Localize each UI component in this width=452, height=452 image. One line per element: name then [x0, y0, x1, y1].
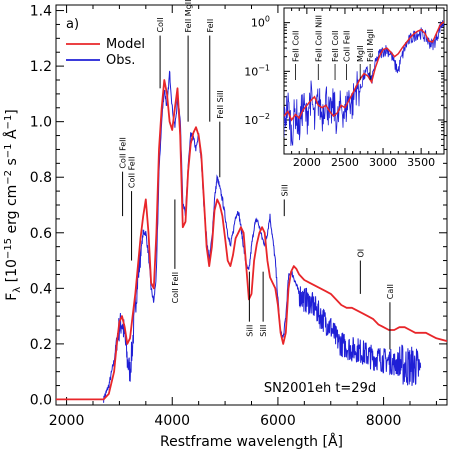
- line-id-label: CoII FeII: [128, 157, 137, 189]
- line-id-label: SiII: [280, 184, 289, 196]
- x-tick-label: 4000: [154, 413, 190, 429]
- obs-series-line: [103, 70, 422, 403]
- line-id-label: OI: [356, 249, 365, 258]
- inset-x-tick-label: 3000: [369, 156, 397, 169]
- y-axis-title-part: −2: [3, 170, 14, 185]
- x-tick-label: 2000: [49, 413, 85, 429]
- y-axis-title-part: −15: [3, 238, 14, 259]
- legend-model-label: Model: [106, 37, 145, 52]
- y-axis-title-part: −1: [3, 115, 14, 130]
- inset-line-id-label: CoII FeII: [342, 30, 351, 62]
- x-axis-title: Restframe wavelength [Å]: [160, 433, 343, 450]
- line-id-label: CoII FeII: [171, 272, 180, 304]
- inset-x-tick-label: 2500: [331, 156, 359, 169]
- y-axis-title-part: erg cm: [4, 185, 20, 238]
- inset-plot: 2000 2500 3000 3500 10−2 10−1 100 FeII CoII FeII…: [244, 7, 445, 169]
- y-tick-label: 0.8: [30, 170, 52, 186]
- x-tick-label: 8000: [366, 413, 402, 429]
- line-id-label: FeII MgII: [184, 0, 193, 33]
- line-id-label: SiII: [245, 325, 254, 337]
- line-id-label: SiII: [259, 325, 268, 337]
- y-tick-label: 0.0: [30, 392, 52, 408]
- inset-y-tick-exp: −2: [258, 112, 270, 121]
- y-axis-title-part: −1: [3, 143, 14, 158]
- y-tick-label: 1.0: [30, 115, 52, 131]
- main-plot: 2000 4000 6000 8000 0.0 0.2 0.4 0.6 0.8 1.0 1.2 1.4…: [3, 0, 448, 450]
- x-tick-label: 6000: [260, 413, 296, 429]
- inset-line-id-label: FeII CoII: [331, 30, 340, 62]
- line-id-label: CoII FeII: [119, 137, 128, 169]
- inset-line-id-label: FeII CoII: [291, 30, 300, 62]
- legend-obs-label: Obs.: [106, 53, 135, 68]
- inset-line-id-label: MgII: [356, 45, 365, 62]
- y-tick-label: 1.4: [30, 4, 52, 20]
- inset-y-tick-label: 100: [251, 15, 270, 30]
- y-axis-title-part: ]: [4, 109, 20, 114]
- y-axis-title: Fλ [10−15 erg cm−2 s−1 Å−1]: [3, 109, 23, 301]
- line-id-label: FeII SiII: [216, 90, 225, 118]
- y-axis-title-part: Å: [3, 129, 20, 143]
- y-tick-label: 0.2: [30, 337, 52, 353]
- y-axis-title-part: s: [4, 158, 20, 170]
- y-axis-title-part: [10: [4, 259, 20, 287]
- line-id-label: FeII: [206, 19, 215, 33]
- y-tick-label: 1.2: [30, 59, 52, 75]
- inset-y-tick-exp: 0: [265, 15, 270, 24]
- object-annotation: SN2001eh t=29d: [264, 381, 376, 396]
- inset-y-tick-exp: −1: [258, 63, 270, 72]
- inset-line-id-label: FeII CoII NiII: [314, 15, 323, 62]
- line-id-label: CaII: [386, 284, 395, 299]
- line-id-label: CoII: [156, 17, 165, 32]
- inset-obs-line: [284, 20, 444, 146]
- y-tick-label: 0.4: [30, 281, 52, 297]
- inset-x-tick-label: 2000: [293, 156, 321, 169]
- inset-model-line: [284, 21, 444, 122]
- y-axis-title-part: F: [4, 293, 20, 301]
- panel-label: a): [66, 17, 79, 32]
- inset-x-tick-label: 3500: [407, 156, 435, 169]
- inset-y-tick-label: 10−1: [244, 63, 270, 78]
- inset-y-tick-label: 10−2: [244, 112, 270, 127]
- inset-line-id-label: FeII MgII: [366, 29, 375, 62]
- y-tick-label: 0.6: [30, 226, 52, 242]
- y-axis-title-part: λ: [12, 287, 23, 293]
- model-series-line: [56, 79, 447, 401]
